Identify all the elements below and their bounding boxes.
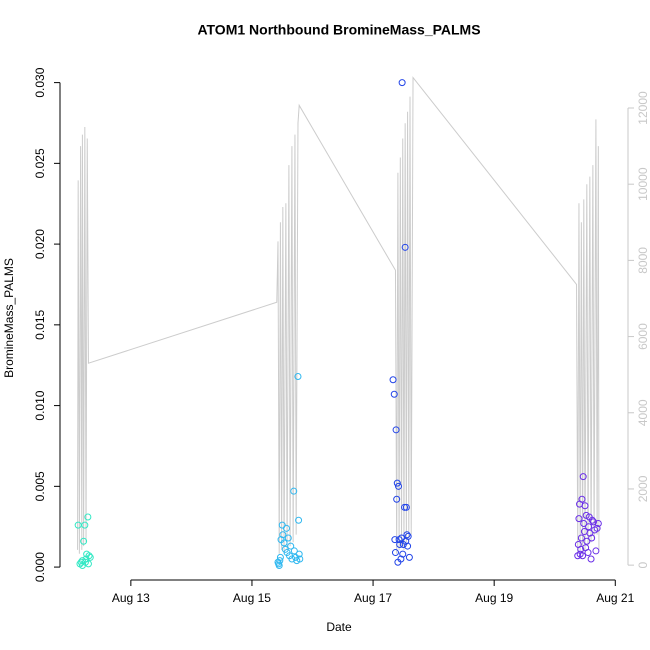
y-tick-label: 0.005 xyxy=(33,471,47,501)
data-point xyxy=(390,390,398,398)
altitude-line xyxy=(77,76,600,554)
y-tick-label: 0.020 xyxy=(33,229,47,259)
y2-tick-label: 2000 xyxy=(636,475,650,502)
data-point xyxy=(295,516,303,524)
y-tick-label: 0.025 xyxy=(33,148,47,178)
data-point xyxy=(402,503,410,511)
data-point xyxy=(279,531,287,539)
data-point xyxy=(81,521,89,529)
data-point xyxy=(594,519,602,527)
data-point xyxy=(404,532,412,540)
data-point xyxy=(275,561,283,569)
data-point xyxy=(577,545,585,553)
data-point xyxy=(290,487,298,495)
y-tick-label: 0.000 xyxy=(33,552,47,582)
data-point xyxy=(393,495,401,503)
data-point xyxy=(588,534,596,542)
data-point xyxy=(577,534,585,542)
data-point xyxy=(392,426,400,434)
y2-tick-label: 10000 xyxy=(636,167,650,201)
data-point xyxy=(403,531,411,539)
data-point xyxy=(588,516,596,524)
data-point xyxy=(280,539,288,547)
data-point xyxy=(74,521,82,529)
x-tick-label: Aug 13 xyxy=(112,591,150,605)
y2-tick-label: 8000 xyxy=(636,247,650,274)
data-point xyxy=(284,534,292,542)
data-point xyxy=(276,557,284,565)
data-point xyxy=(580,519,588,527)
data-point xyxy=(294,373,302,381)
data-point xyxy=(578,495,586,503)
data-point xyxy=(290,547,298,555)
data-point xyxy=(401,503,409,511)
x-tick-label: Aug 19 xyxy=(475,591,513,605)
data-point xyxy=(397,555,405,563)
data-point xyxy=(282,524,290,532)
x-tick-label: Aug 15 xyxy=(233,591,271,605)
data-point xyxy=(401,243,409,251)
y-tick-label: 0.015 xyxy=(33,310,47,340)
data-point xyxy=(391,549,399,557)
data-point xyxy=(80,537,88,545)
data-point xyxy=(585,523,593,531)
data-point xyxy=(295,550,303,558)
data-point xyxy=(85,552,93,560)
data-point xyxy=(296,555,304,563)
data-point xyxy=(84,513,92,521)
data-point xyxy=(394,482,402,490)
y2-tick-label: 6000 xyxy=(636,323,650,350)
data-point xyxy=(389,376,397,384)
data-point xyxy=(579,552,587,560)
data-point xyxy=(584,549,592,557)
data-point xyxy=(583,537,591,545)
data-point xyxy=(399,550,407,558)
data-point xyxy=(404,542,412,550)
data-point xyxy=(398,79,406,87)
data-point xyxy=(86,553,94,561)
x-axis-label: Date xyxy=(326,620,352,634)
data-point xyxy=(592,547,600,555)
data-point xyxy=(579,473,587,481)
data-point xyxy=(77,558,85,566)
data-point xyxy=(593,524,601,532)
x-tick-label: Aug 21 xyxy=(596,591,634,605)
y2-tick-label: 4000 xyxy=(636,399,650,426)
data-point xyxy=(396,540,404,548)
data-point xyxy=(586,529,594,537)
data-point xyxy=(81,558,89,566)
data-point xyxy=(575,515,583,523)
data-point xyxy=(589,518,597,526)
data-point xyxy=(276,553,284,561)
data-point xyxy=(587,555,595,563)
data-point xyxy=(288,555,296,563)
y-tick-label: 0.010 xyxy=(33,390,47,420)
data-point xyxy=(391,536,399,544)
chart-title: ATOM1 Northbound BromineMass_PALMS xyxy=(197,22,480,38)
data-point xyxy=(581,502,589,510)
data-point xyxy=(405,553,413,561)
data-point xyxy=(393,479,401,487)
y-axis-label: BromineMass_PALMS xyxy=(2,258,16,378)
y2-tick-label: 0 xyxy=(636,561,650,568)
y-tick-label: 0.030 xyxy=(33,67,47,97)
y2-tick-label: 12000 xyxy=(636,91,650,125)
data-point xyxy=(287,542,295,550)
x-tick-label: Aug 17 xyxy=(354,591,392,605)
